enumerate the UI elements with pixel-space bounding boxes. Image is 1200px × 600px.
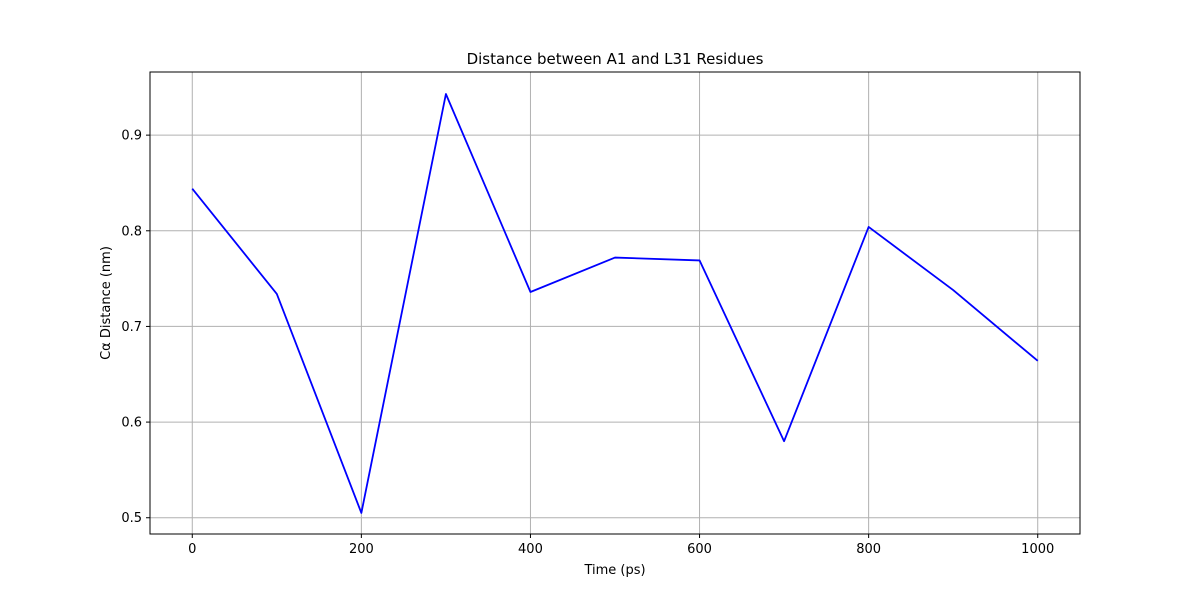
x-tick-label: 1000	[1021, 542, 1054, 557]
x-tick-label: 800	[856, 542, 881, 557]
x-tick-label: 200	[349, 542, 374, 557]
y-tick-label: 0.9	[121, 129, 142, 144]
series-line	[191, 93, 1039, 514]
x-tick-label: 0	[188, 542, 196, 557]
x-tick-label: 600	[687, 542, 712, 557]
y-tick-label: 0.7	[121, 320, 142, 335]
y-tick-label: 0.8	[121, 224, 142, 239]
series-layer	[191, 93, 1039, 514]
y-tick-label: 0.5	[121, 511, 142, 526]
grid	[150, 72, 1080, 534]
y-axis-label: Cα Distance (nm)	[99, 246, 114, 360]
ticks: 0 200 400 600 800 1000 0.5 0.6 0.7 0.8 0.9	[121, 129, 1054, 557]
x-axis-label: Time (ps)	[583, 563, 645, 578]
x-tick-label: 400	[518, 542, 543, 557]
y-tick-label: 0.6	[121, 416, 142, 431]
plot-frame	[149, 71, 1081, 535]
chart-title: Distance between A1 and L31 Residues	[467, 50, 764, 68]
